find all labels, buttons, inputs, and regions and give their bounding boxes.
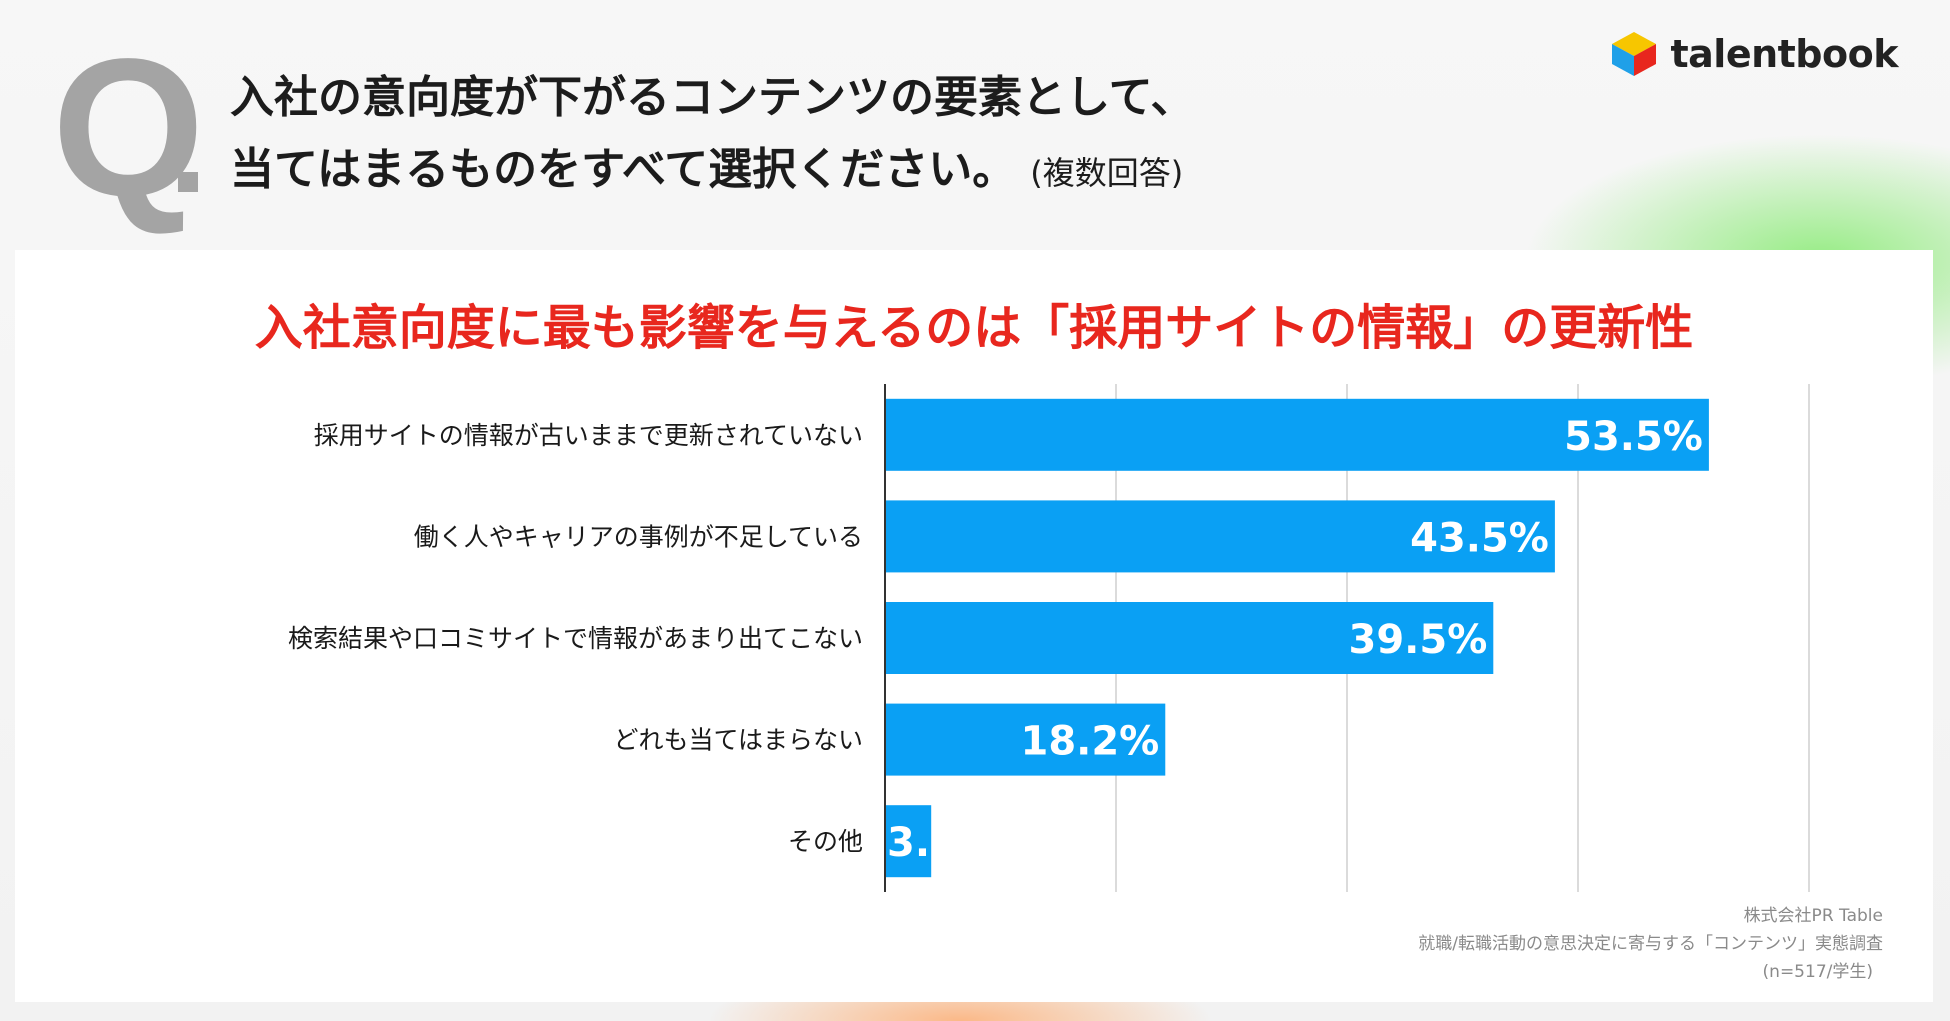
- brand-name: talentbook: [1670, 32, 1898, 76]
- bar: [885, 398, 1709, 471]
- question-line-2: 当てはまるものをすべて選択ください。 (複数回答): [230, 134, 1194, 209]
- source-company: 株式会社PR Table: [1743, 906, 1883, 926]
- cube-left-face: [1612, 44, 1635, 76]
- data-label: 53.5%: [1564, 414, 1703, 460]
- cube-icon: [1612, 32, 1657, 76]
- bar: [885, 805, 932, 878]
- bar: [885, 602, 1494, 674]
- source-sample: (n=517/学生): [1762, 962, 1873, 982]
- chart-title: 入社意向度に最も影響を与えるのは「採用サイトの情報」の更新性: [254, 300, 1694, 356]
- category-label: 採用サイトの情報が古いままで更新されていない: [314, 421, 863, 450]
- bar: [885, 500, 1555, 573]
- cube-right-face: [1634, 44, 1657, 76]
- bar-chart: 採用サイトの情報が古いままで更新されていない 53.5% 働く人やキャリアの事例が不…: [288, 384, 1810, 892]
- brand-logo: talentbook: [1608, 30, 1898, 78]
- category-label: 働く人やキャリアの事例が不足している: [414, 522, 863, 551]
- question: 入社の意向度が下がるコンテンツの要素として、 当てはまるものをすべて選択ください…: [230, 62, 1194, 209]
- category-label: 検索結果や口コミサイトで情報があまり出てこない: [288, 624, 863, 653]
- data-label: 39.5%: [1349, 617, 1488, 663]
- chart-panel: 入社意向度に最も影響を与えるのは「採用サイトの情報」の更新性 採用サイトの情報が…: [15, 250, 1933, 1002]
- category-label: その他: [788, 827, 863, 856]
- data-label: 18.2%: [1020, 719, 1159, 765]
- question-note: (複数回答): [1030, 154, 1184, 192]
- question-line-2-text: 当てはまるものをすべて選択ください。: [230, 144, 1017, 195]
- category-label: どれも当てはまらない: [613, 726, 863, 755]
- source-survey: 就職/転職活動の意思決定に寄与する「コンテンツ」実態調査: [1418, 934, 1883, 954]
- q-dot: [178, 172, 198, 192]
- question-line-1: 入社の意向度が下がるコンテンツの要素として、: [230, 72, 1195, 123]
- bar: [885, 703, 1166, 776]
- data-label: 3.0%: [887, 820, 998, 866]
- q-mark: Q: [52, 18, 204, 237]
- data-label: 43.5%: [1410, 515, 1549, 561]
